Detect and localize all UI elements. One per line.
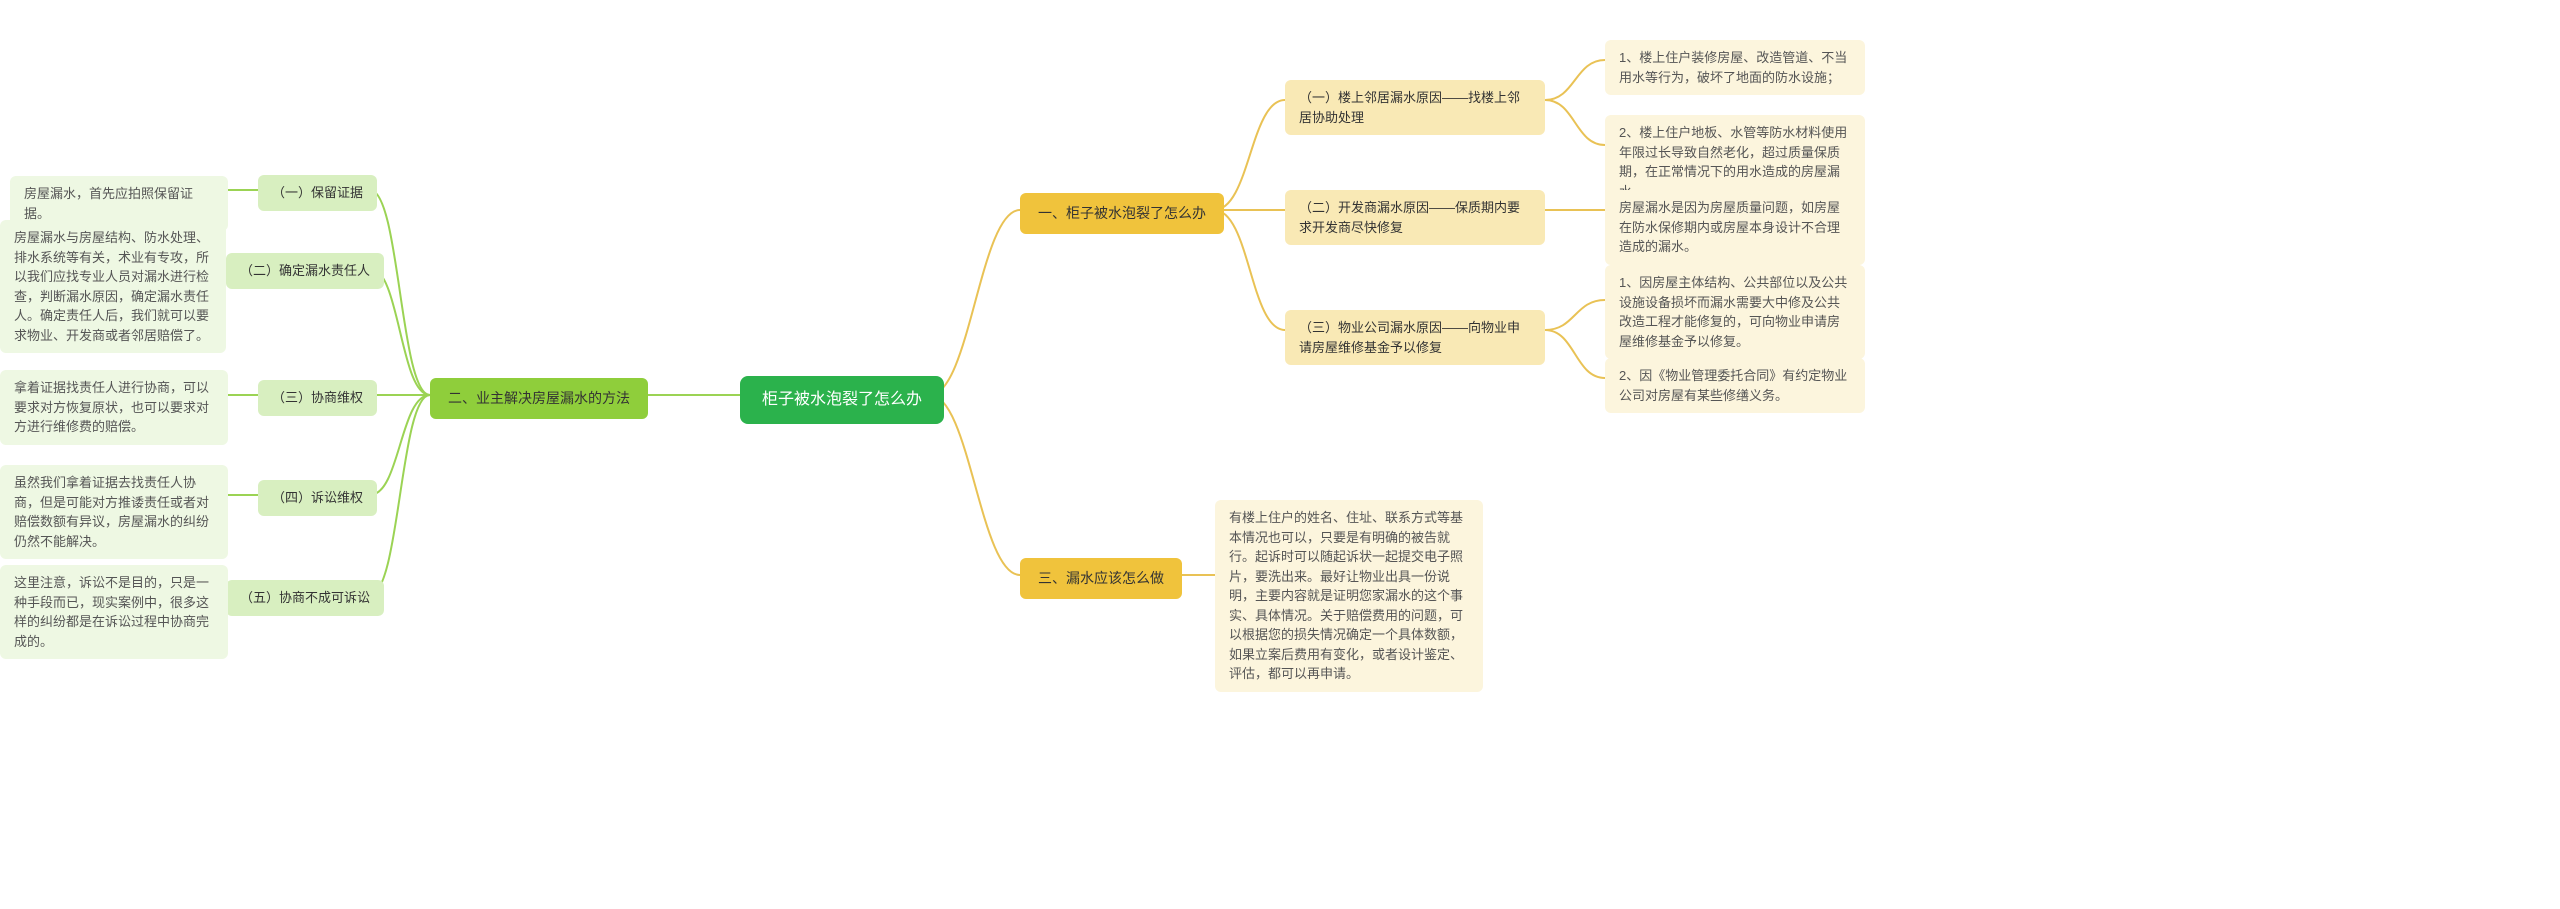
root-node[interactable]: 柜子被水泡裂了怎么办 [740,376,944,424]
leaf-negfail: 这里注意，诉讼不是目的，只是一种手段而已，现实案例中，很多这样的纠纷都是在诉讼过… [0,565,228,659]
connector-layer [0,0,2560,909]
leaf-litigate: 虽然我们拿着证据去找责任人协商，但是可能对方推诿责任或者对赔偿数额有异议，房屋漏… [0,465,228,559]
branch-leak-steps[interactable]: 三、漏水应该怎么做 [1020,558,1182,599]
sub-negotiate[interactable]: （三）协商维权 [258,380,377,416]
leaf-developer: 房屋漏水是因为房屋质量问题，如房屋在防水保修期内或房屋本身设计不合理造成的漏水。 [1605,190,1865,265]
leaf-neighbor-1: 1、楼上住户装修房屋、改造管道、不当用水等行为，破坏了地面的防水设施； [1605,40,1865,95]
sub-property-cause[interactable]: （三）物业公司漏水原因——向物业申请房屋维修基金予以修复 [1285,310,1545,365]
sub-litigate[interactable]: （四）诉讼维权 [258,480,377,516]
sub-keep-evidence[interactable]: （一）保留证据 [258,175,377,211]
leaf-negotiate: 拿着证据找责任人进行协商，可以要求对方恢复原状，也可以要求对方进行维修费的赔偿。 [0,370,228,445]
leaf-liable: 房屋漏水与房屋结构、防水处理、排水系统等有关，术业有专攻，所以我们应找专业人员对… [0,220,226,353]
branch-what-to-do[interactable]: 一、柜子被水泡裂了怎么办 [1020,193,1224,234]
leaf-property-1: 1、因房屋主体结构、公共部位以及公共设施设备损坏而漏水需要大中修及公共改造工程才… [1605,265,1865,359]
sub-developer-cause[interactable]: （二）开发商漏水原因——保质期内要求开发商尽快修复 [1285,190,1545,245]
leaf-property-2: 2、因《物业管理委托合同》有约定物业公司对房屋有某些修缮义务。 [1605,358,1865,413]
branch-methods[interactable]: 二、业主解决房屋漏水的方法 [430,378,648,419]
sub-determine-liable[interactable]: （二）确定漏水责任人 [226,253,384,289]
leaf-leak-steps: 有楼上住户的姓名、住址、联系方式等基本情况也可以，只要是有明确的被告就行。起诉时… [1215,500,1483,692]
sub-negotiate-fail[interactable]: （五）协商不成可诉讼 [226,580,384,616]
sub-neighbor-cause[interactable]: （一）楼上邻居漏水原因——找楼上邻居协助处理 [1285,80,1545,135]
